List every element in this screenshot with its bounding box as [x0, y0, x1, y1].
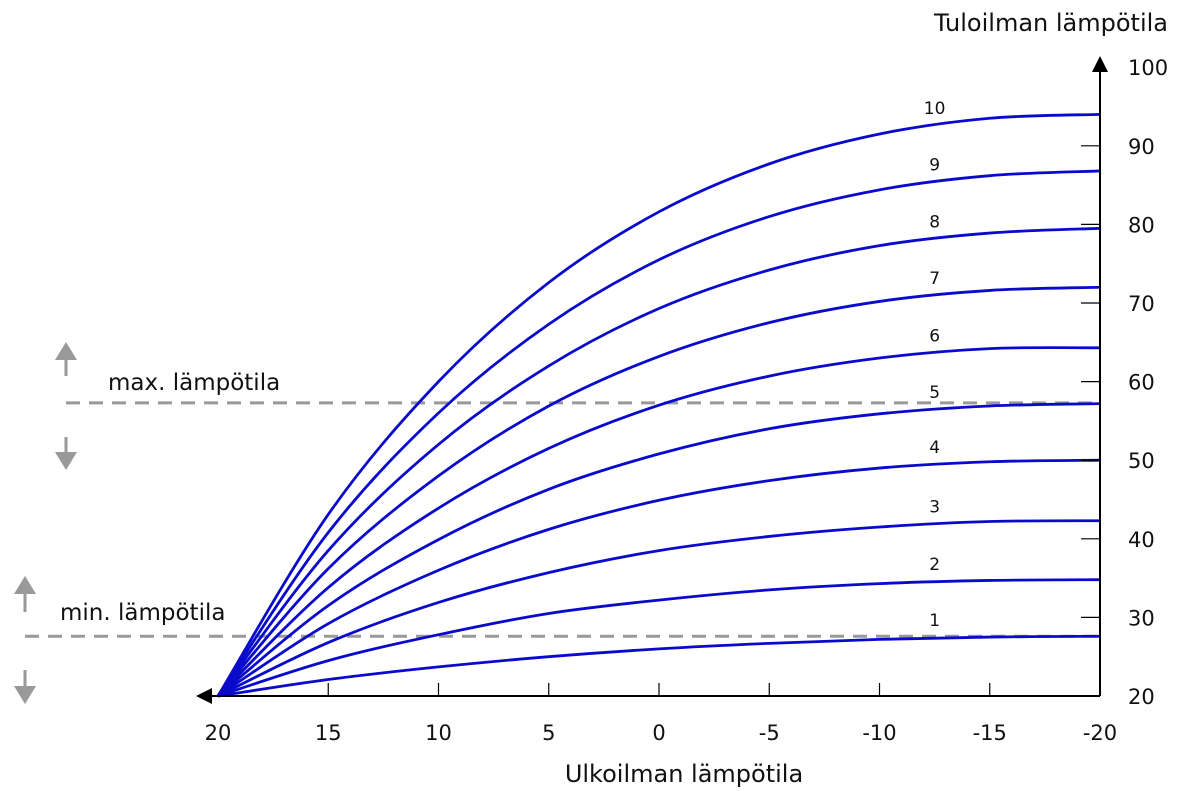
curve-8	[216, 226, 1101, 697]
labels: 1 2 3 4 5 6 7 8 9 10	[924, 99, 946, 631]
curve-label-4: 4	[929, 438, 940, 458]
curve-label-7: 7	[929, 269, 940, 289]
curve-2	[217, 578, 1101, 698]
y-tick-label: 20	[1128, 685, 1155, 709]
curve-label-8: 8	[929, 212, 940, 232]
curve-label-5: 5	[929, 383, 940, 403]
limit-label: max. lämpötila	[108, 370, 280, 396]
curve-6	[217, 346, 1101, 697]
curve-label-2: 2	[929, 555, 940, 575]
y-tick-label: 50	[1128, 449, 1155, 473]
y-tick-label: 100	[1128, 56, 1168, 80]
curves	[216, 112, 1101, 698]
arrow-down-icon	[55, 452, 77, 470]
y-axis-arrow-icon	[1092, 56, 1108, 72]
x-tick-label: 15	[315, 721, 342, 745]
curve-label-1: 1	[929, 611, 940, 631]
curve-label-3: 3	[929, 497, 940, 517]
x-tick-label: 20	[205, 721, 232, 745]
y-tick-label: 40	[1128, 528, 1155, 552]
curve-4	[217, 458, 1101, 698]
x-tick-label: -20	[1083, 721, 1117, 745]
curve-7	[216, 285, 1101, 697]
curve-label-6: 6	[929, 326, 940, 346]
x-tick-label: -5	[759, 721, 780, 745]
x-tick-label: -10	[862, 721, 896, 745]
y-tick-label: 90	[1128, 135, 1155, 159]
x-axis-arrow-icon	[196, 688, 212, 704]
y-tick-label: 30	[1128, 606, 1155, 630]
curve-label-10: 10	[924, 99, 946, 119]
x-tick-label: 10	[425, 721, 452, 745]
curve-10	[216, 112, 1101, 697]
y-axis-title: Tuloilman lämpötila	[933, 9, 1168, 37]
y-tick-label: 80	[1128, 213, 1155, 237]
x-axis-title: Ulkoilman lämpötila	[565, 760, 803, 788]
limit-label: min. lämpötila	[60, 600, 225, 626]
x-tick-label: -15	[973, 721, 1007, 745]
y-tick-label: 60	[1128, 371, 1155, 395]
arrow-down-icon	[14, 686, 36, 704]
arrow-up-icon	[14, 576, 36, 594]
curve-3	[217, 519, 1101, 698]
arrow-up-icon	[55, 342, 77, 360]
y-tick-label: 70	[1128, 292, 1155, 316]
curve-label-9: 9	[929, 156, 940, 176]
curve-1	[217, 634, 1101, 698]
curve-5	[217, 402, 1101, 698]
x-tick-label: 0	[652, 721, 665, 745]
curve-9	[216, 169, 1101, 697]
x-tick-label: 5	[542, 721, 555, 745]
limit-lines: max. lämpötila min. lämpötila	[14, 342, 1100, 704]
